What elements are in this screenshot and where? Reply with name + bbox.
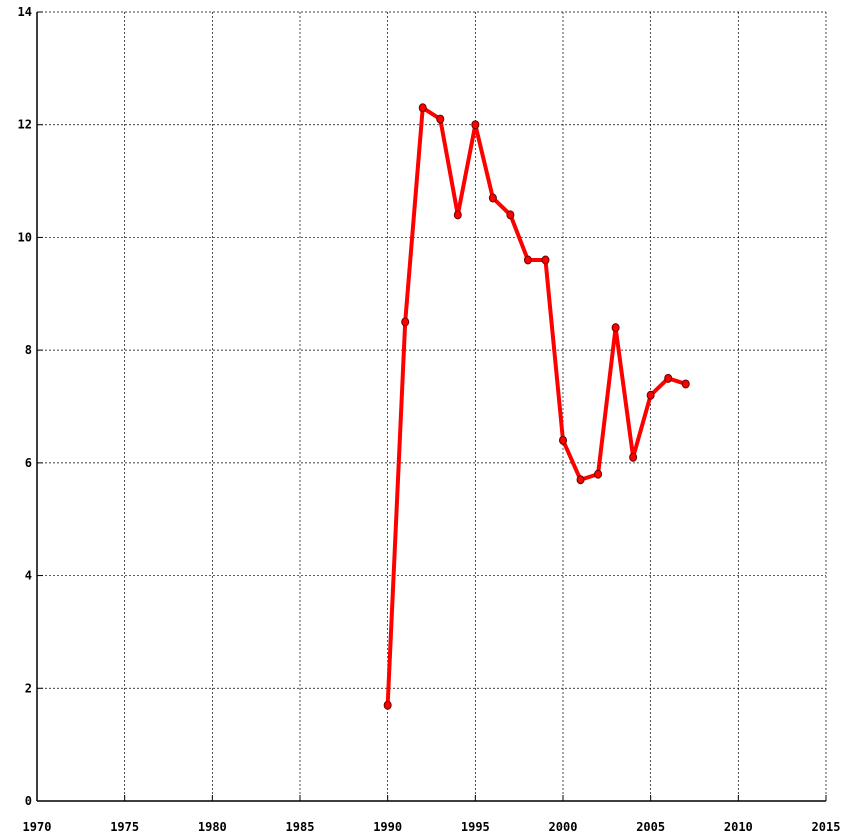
x-tick-label: 2000 <box>549 820 578 834</box>
marker <box>401 317 410 327</box>
x-tick-label: 2015 <box>812 820 841 834</box>
y-tick-label: 2 <box>25 681 32 695</box>
marker <box>559 435 567 445</box>
marker <box>576 475 585 485</box>
y-tick-label: 10 <box>18 230 32 244</box>
marker <box>506 210 515 220</box>
marker <box>594 469 603 479</box>
y-tick-label: 0 <box>25 794 32 808</box>
y-tick-label: 14 <box>18 5 32 19</box>
y-tick-label: 6 <box>25 456 32 470</box>
marker <box>646 390 655 400</box>
marker <box>629 452 638 462</box>
marker <box>471 120 480 130</box>
marker <box>523 255 532 265</box>
marker <box>436 114 445 124</box>
x-tick-label: 1995 <box>461 820 490 834</box>
y-tick-label: 12 <box>18 118 32 132</box>
x-tick-label: 2005 <box>636 820 665 834</box>
marker <box>488 193 497 203</box>
line <box>385 105 687 706</box>
x-tick-label: 1985 <box>286 820 315 834</box>
marker <box>611 323 620 333</box>
marker <box>383 700 392 710</box>
x-tick-label: 1975 <box>110 820 139 834</box>
marker <box>664 373 673 383</box>
marker <box>541 255 550 265</box>
x-tick-label: 1990 <box>373 820 402 834</box>
marker <box>453 210 462 220</box>
marker <box>681 379 690 389</box>
x-tick-label: 2010 <box>724 820 753 834</box>
marker <box>418 103 427 113</box>
y-tick-label: 4 <box>25 569 32 583</box>
x-tick-label: 1980 <box>198 820 227 834</box>
x-tick-label: 1970 <box>23 820 52 834</box>
y-tick-label: 8 <box>25 343 32 357</box>
